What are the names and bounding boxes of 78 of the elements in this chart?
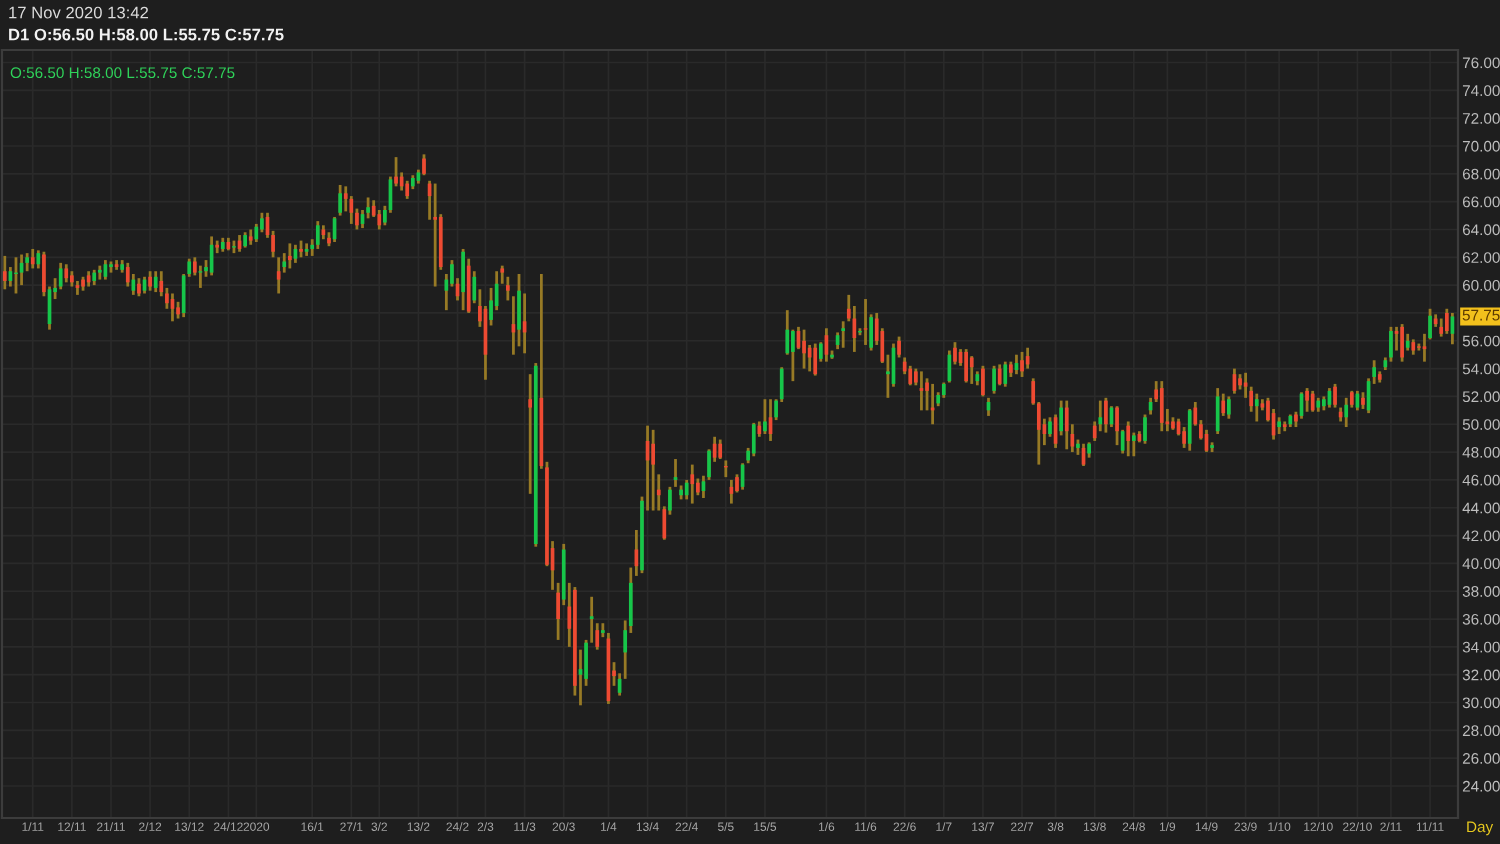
candlestick	[466, 257, 471, 315]
candlestick	[64, 262, 69, 284]
candlestick	[1171, 415, 1175, 432]
candlestick	[349, 194, 354, 226]
candlestick	[366, 196, 370, 220]
candlestick	[997, 363, 1002, 387]
candlestick	[1009, 360, 1013, 379]
candlestick	[1064, 399, 1069, 451]
candlestick	[992, 364, 996, 396]
chart-title: 17 Nov 2020 13:42	[9, 6, 149, 19]
candlestick	[1104, 396, 1108, 434]
candlestick	[763, 397, 767, 436]
candlestick	[1238, 372, 1242, 391]
candlestick	[517, 272, 521, 348]
candlestick	[433, 182, 438, 288]
candlestick	[81, 275, 85, 293]
chart-subtitle: D1 O:56.50 H:58.00 L:55.75 C:57.75	[9, 28, 284, 41]
candlestick	[377, 208, 382, 231]
candlestick	[1159, 379, 1164, 433]
candlestick	[153, 269, 158, 294]
candlestick	[198, 264, 203, 290]
candlestick	[1305, 386, 1309, 414]
candlestick	[1143, 413, 1147, 446]
candlestick	[405, 179, 410, 201]
candlestick	[109, 260, 113, 274]
candlestick	[1115, 404, 1119, 447]
candlestick	[232, 239, 236, 255]
candlestick	[1020, 350, 1024, 379]
candlestick	[30, 247, 35, 270]
candlestick	[863, 297, 868, 347]
candlestick	[70, 269, 74, 288]
candlestick	[964, 347, 968, 384]
candlestick	[1098, 399, 1103, 433]
candlestick	[813, 342, 818, 377]
candlestick	[148, 269, 152, 293]
candlestick	[125, 261, 130, 288]
candlestick	[461, 247, 465, 312]
candlestick	[243, 230, 247, 249]
candlestick	[288, 242, 292, 270]
candlestick	[1439, 317, 1444, 338]
candlestick	[1344, 396, 1349, 429]
candlestick	[1322, 395, 1326, 412]
candlestick	[276, 255, 281, 295]
candlestick	[528, 372, 533, 496]
candlestick	[651, 428, 655, 512]
candlestick	[1126, 420, 1131, 458]
candlestick	[841, 319, 846, 350]
candlestick	[802, 328, 806, 370]
candlestick	[969, 354, 974, 386]
candlestick	[690, 463, 695, 505]
candlestick	[718, 438, 723, 461]
candlestick	[919, 370, 924, 412]
candlestick	[1227, 395, 1231, 421]
candlestick	[751, 421, 756, 458]
candlestick	[58, 261, 63, 291]
candlestick	[908, 364, 913, 387]
candlestick	[1277, 415, 1281, 436]
candlestick	[1400, 322, 1404, 364]
candlestick	[1444, 307, 1449, 336]
candlestick	[315, 219, 320, 251]
candlestick	[299, 239, 303, 259]
candlestick	[2, 254, 7, 291]
candlestick	[1389, 325, 1393, 364]
candlestick	[137, 276, 141, 298]
candlestick	[338, 183, 342, 217]
candlestick	[260, 211, 264, 234]
candlestick	[1310, 389, 1315, 414]
candlestick	[1254, 392, 1259, 423]
candlestick	[573, 585, 577, 697]
candlestick	[1003, 360, 1008, 389]
candlestick	[422, 152, 426, 177]
candlestick	[1187, 407, 1192, 453]
candlestick	[1215, 386, 1220, 436]
candlestick	[1048, 415, 1052, 439]
candlestick	[1333, 382, 1337, 409]
candlestick	[1361, 390, 1365, 411]
candlestick	[981, 364, 985, 398]
candlestick	[1087, 440, 1091, 460]
